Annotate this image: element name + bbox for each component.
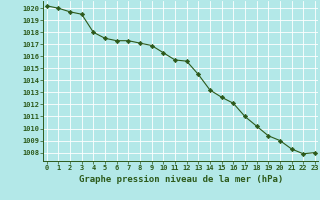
- X-axis label: Graphe pression niveau de la mer (hPa): Graphe pression niveau de la mer (hPa): [79, 175, 283, 184]
